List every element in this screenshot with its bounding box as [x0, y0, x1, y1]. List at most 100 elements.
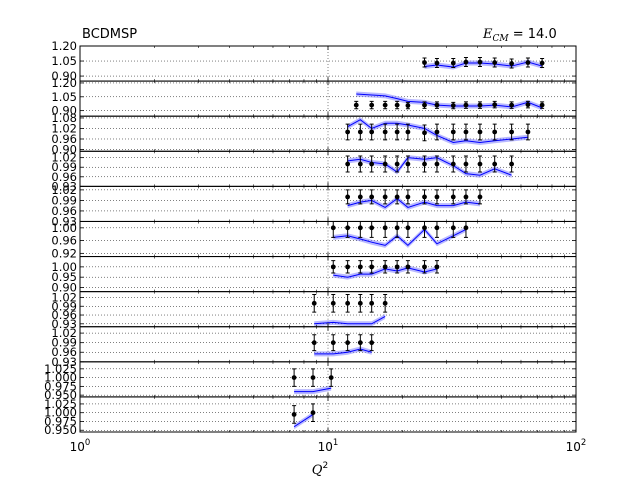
panel-7: 1.000.950.90 — [51, 256, 577, 295]
data-point — [509, 161, 515, 167]
data-point — [311, 340, 317, 346]
x-tick-label-base: 10 — [318, 440, 333, 454]
data-point — [369, 264, 375, 270]
y-tick-label: 1.025 — [44, 362, 77, 376]
data-point — [382, 161, 388, 167]
x-axis-label-symbol: Q — [312, 463, 323, 478]
panel-8: 1.020.990.960.93 — [51, 290, 577, 331]
y-tick-label: 0.90 — [51, 281, 77, 295]
data-point — [394, 161, 400, 167]
data-point — [369, 102, 375, 108]
data-point — [330, 300, 336, 306]
panel-plot-area — [311, 294, 388, 327]
y-tick-label: 0.96 — [51, 132, 77, 146]
data-point — [345, 194, 351, 200]
panel-plot-area — [330, 260, 440, 280]
data-point — [345, 300, 351, 306]
theory-band — [347, 155, 512, 178]
data-point — [394, 264, 400, 270]
y-tick-label: 1.08 — [51, 111, 77, 125]
y-tick-label: 0.90 — [51, 143, 77, 157]
chart-title-right-value: = 14.0 — [509, 27, 557, 42]
chart-title-left: BCDMSP — [82, 27, 137, 42]
panel-6: 1.000.960.92 — [51, 221, 577, 260]
data-point — [477, 161, 483, 167]
y-tick-label: 1.02 — [51, 290, 77, 304]
data-point — [357, 340, 363, 346]
data-point — [394, 194, 400, 200]
data-point — [525, 102, 531, 108]
x-tick-label-exponent: 0 — [85, 438, 90, 448]
data-point — [369, 161, 375, 167]
y-tick-label: 1.05 — [51, 54, 77, 68]
y-tick-label: 0.96 — [51, 234, 77, 248]
data-point — [539, 60, 545, 66]
data-point — [539, 102, 545, 108]
data-point — [525, 60, 531, 65]
data-point — [394, 129, 400, 135]
panel-5: 1.020.990.960.93 — [51, 183, 577, 228]
data-point — [450, 161, 456, 167]
data-point — [434, 264, 440, 270]
data-point — [382, 194, 388, 200]
x-tick-label-exponent: 2 — [581, 438, 586, 448]
y-tick-label: 0.93 — [51, 317, 77, 331]
data-point — [291, 412, 297, 417]
panel-plot-area — [330, 221, 469, 248]
chart-title-right-sub: CM — [493, 34, 510, 44]
data-point — [463, 59, 469, 65]
data-point — [382, 129, 388, 135]
data-point — [450, 225, 456, 231]
y-tick-label: 0.975 — [44, 414, 77, 428]
data-point — [450, 103, 456, 108]
y-tick-label: 1.000 — [44, 371, 77, 385]
y-tick-label: 0.99 — [51, 336, 77, 350]
data-point — [509, 102, 515, 108]
y-tick-label: 0.96 — [51, 204, 77, 218]
chart-title-right-symbol: E — [482, 27, 493, 42]
data-point — [422, 102, 427, 108]
data-point — [369, 340, 375, 346]
data-point — [311, 300, 317, 306]
y-tick-label: 0.99 — [51, 160, 77, 174]
theory-line — [314, 316, 386, 325]
panel-plot-area — [422, 57, 545, 70]
data-point — [310, 410, 316, 416]
data-point — [525, 129, 531, 135]
data-point — [382, 225, 388, 231]
data-point — [434, 102, 440, 108]
data-point — [422, 60, 427, 65]
data-point — [509, 129, 515, 135]
y-tick-label: 0.95 — [51, 270, 77, 284]
data-point — [345, 340, 351, 346]
y-tick-label: 0.975 — [44, 379, 77, 393]
panel-plot-area — [311, 334, 375, 357]
panel-9: 1.020.990.960.93 — [51, 326, 577, 369]
data-point — [357, 264, 363, 270]
data-point — [394, 225, 400, 231]
panel-2: 1.201.050.90 — [51, 76, 577, 118]
panel-plot-area — [345, 189, 483, 210]
data-point — [369, 194, 375, 200]
theory-line — [314, 348, 372, 355]
data-point — [492, 129, 498, 135]
theory-line — [347, 119, 528, 144]
data-point — [357, 194, 363, 200]
data-point — [422, 264, 427, 270]
theory-line — [294, 387, 332, 393]
data-point — [291, 375, 297, 381]
data-point — [509, 61, 515, 66]
data-point — [422, 130, 427, 136]
chart-title-right: ECM = 14.0 — [482, 27, 557, 44]
y-tick-label: 1.025 — [44, 397, 77, 411]
x-tick-label: 100 — [70, 438, 91, 454]
chart-panels: 1.201.050.901.201.050.901.081.020.960.90… — [44, 39, 577, 437]
y-tick-label: 1.00 — [51, 260, 77, 274]
y-tick-label: 1.02 — [51, 151, 77, 165]
x-axis-label: Q2 — [312, 461, 328, 478]
x-tick-label-base: 10 — [566, 440, 581, 454]
